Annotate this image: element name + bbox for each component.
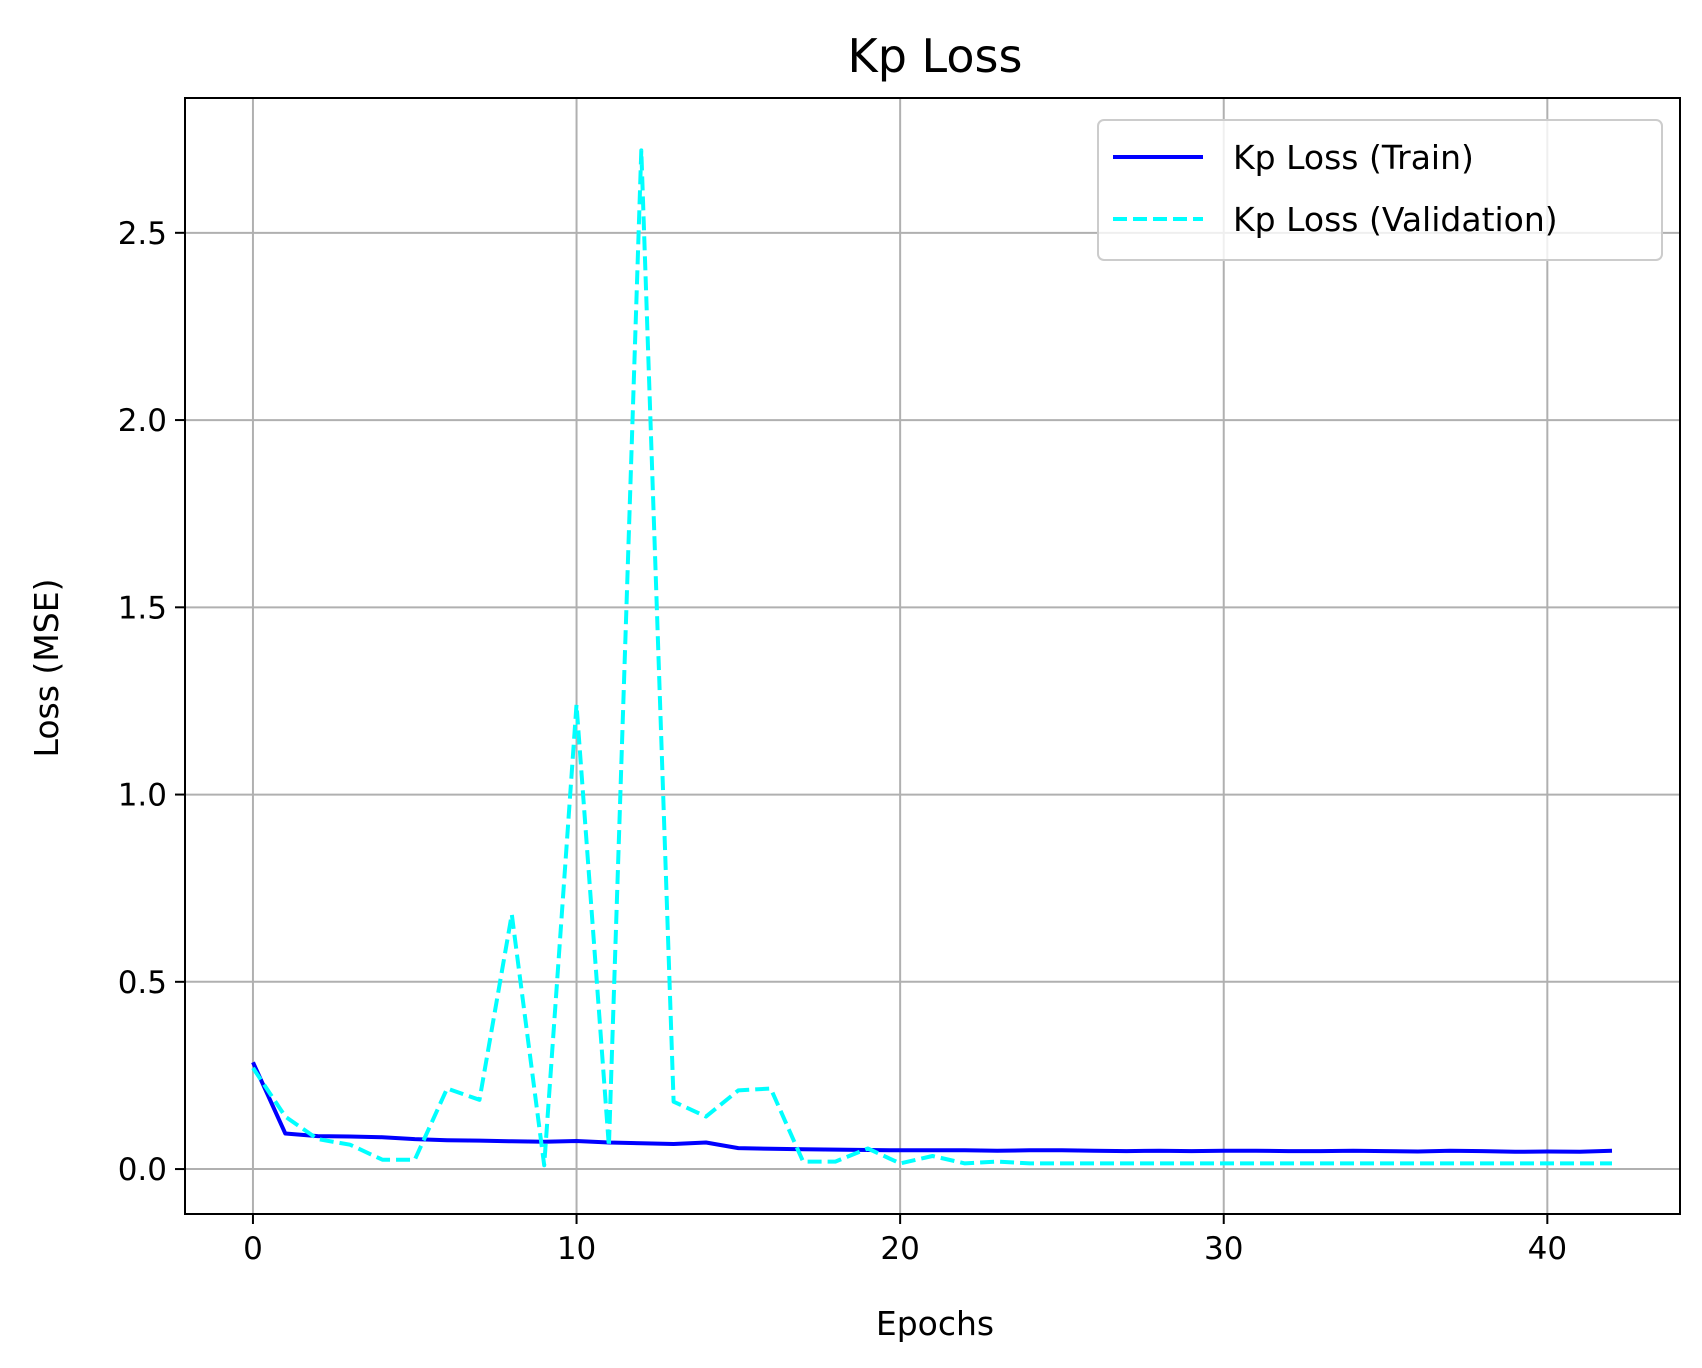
y-tick-label: 1.0 xyxy=(118,778,167,814)
axis-ticks: 0 10 20 30 40 0.0 0.5 1.0 1.5 2.0 2.5 xyxy=(118,216,1567,1267)
x-tick-label: 0 xyxy=(243,1231,263,1267)
chart-title: Kp Loss xyxy=(848,29,1023,83)
legend: Kp Loss (Train) Kp Loss (Validation) xyxy=(1097,119,1663,261)
x-axis-label: Epochs xyxy=(876,1304,994,1343)
x-tick-label: 20 xyxy=(880,1231,919,1267)
series-layer xyxy=(251,148,1613,1168)
y-tick-label: 1.5 xyxy=(118,590,167,626)
series-line-train xyxy=(251,1061,1613,1154)
legend-label-validation: Kp Loss (Validation) xyxy=(1233,200,1558,239)
plot-area-frame xyxy=(184,97,1681,1215)
y-tick-label: 0.5 xyxy=(118,965,167,1001)
y-tick-label: 2.5 xyxy=(118,216,167,252)
legend-label-train: Kp Loss (Train) xyxy=(1233,138,1474,177)
x-tick-label: 10 xyxy=(557,1231,596,1267)
y-tick-label: 2.0 xyxy=(118,403,167,439)
y-axis-label: Loss (MSE) xyxy=(27,579,66,758)
y-tick-label: 0.0 xyxy=(118,1152,167,1188)
x-tick-label: 40 xyxy=(1528,1231,1567,1267)
x-tick-label: 30 xyxy=(1204,1231,1243,1267)
legend-box xyxy=(1097,119,1663,261)
series-line-validation xyxy=(251,148,1612,1168)
